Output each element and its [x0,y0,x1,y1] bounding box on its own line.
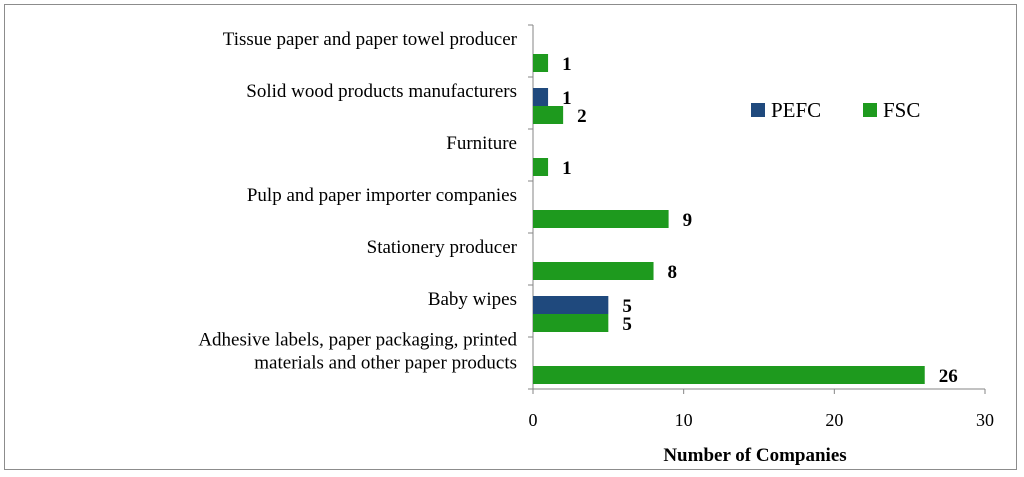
x-tick-label: 20 [825,410,843,430]
bar-pefc [533,88,549,106]
category-label: Pulp and paper importer companies [247,185,517,206]
bar-chart: 0 10 20 30 Tissue paper and paper towel prod… [198,24,994,466]
category-label: Stationery producer [367,237,518,258]
category-label: materials and other paper products [254,353,517,374]
data-label-fsc: 8 [668,262,678,283]
category-label: Furniture [446,133,517,154]
data-label-fsc: 2 [577,106,587,127]
bar-fsc [533,54,549,72]
bar-fsc [533,210,669,228]
data-label-pefc: 1 [562,88,572,109]
legend-swatch-pefc [751,103,765,117]
data-label-fsc: 1 [562,158,572,179]
legend-swatch-fsc [863,103,877,117]
category-label: Baby wipes [428,289,517,310]
data-label-fsc: 1 [562,54,572,75]
x-tick-label: 0 [529,410,538,430]
bar-fsc [533,158,549,176]
x-tick-label: 10 [675,410,693,430]
data-label-pefc: 5 [622,296,632,317]
bar-fsc [533,314,609,332]
data-label-fsc: 5 [622,314,632,335]
chart-frame: 0 10 20 30 Tissue paper and paper towel prod… [4,4,1017,470]
category-label: Adhesive labels, paper packaging, printe… [198,330,517,351]
bar-fsc [533,366,925,384]
bar-fsc [533,106,564,124]
x-tick-label: 30 [976,410,994,430]
data-label-fsc: 26 [939,366,958,387]
bar-pefc [533,296,609,314]
category-label: Tissue paper and paper towel producer [223,29,518,50]
legend-label-pefc: PEFC [771,98,821,122]
bar-fsc [533,262,654,280]
data-label-fsc: 9 [683,210,693,231]
x-axis-title: Number of Companies [663,445,846,466]
category-label: Solid wood products manufacturers [246,81,517,102]
legend-label-fsc: FSC [883,98,920,122]
